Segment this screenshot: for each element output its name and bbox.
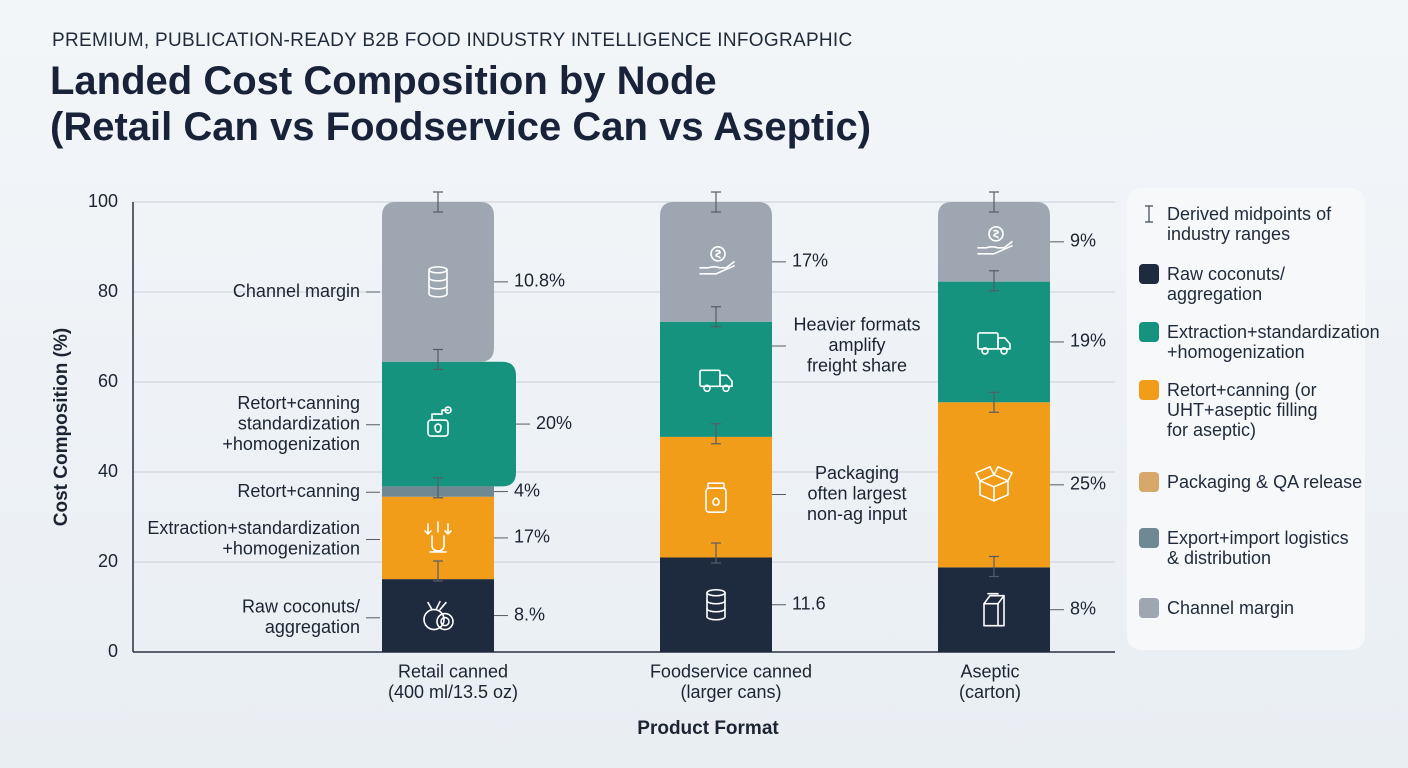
packaging-jar-icon: [705, 482, 727, 514]
legend-item: Packaging & QA release: [1139, 472, 1362, 492]
bar-segment: [660, 557, 772, 652]
bar-segment: [660, 202, 772, 322]
error-bar: [711, 191, 721, 213]
title-line-2: (Retail Can vs Foodservice Can vs Asepti…: [50, 105, 872, 149]
legend-swatch: [1139, 264, 1159, 284]
segment-name-label: Extraction+standardization +homogenizatio…: [147, 518, 360, 559]
y-tick-label: 60: [98, 371, 118, 391]
title-line-1: Landed Cost Composition by Node: [50, 59, 717, 103]
error-bar-icon: [1139, 204, 1159, 224]
bar-segment: [938, 402, 1050, 568]
y-axis-title: Cost Composition (%): [51, 328, 72, 526]
legend-label: Retort+canning (or UHT+aseptic filling f…: [1167, 380, 1318, 440]
bar-segment: [382, 361, 516, 487]
truck-icon: [977, 332, 1011, 355]
extraction-icon: [424, 521, 452, 553]
segment-value-label: 11.6: [792, 594, 826, 614]
legend-label: Raw coconuts/ aggregation: [1167, 264, 1286, 304]
error-bar: [989, 391, 999, 413]
error-bar: [711, 423, 721, 445]
legend-item: Raw coconuts/ aggregation: [1139, 264, 1285, 304]
segment-value-label: 9%: [1070, 231, 1096, 251]
carton-icon: [983, 592, 1005, 627]
annotation-note: Packaging often largest non-ag input: [807, 463, 907, 524]
legend-item: Retort+canning (or UHT+aseptic filling f…: [1139, 380, 1318, 440]
can-icon: [428, 266, 448, 298]
segment-name-label: Retort+canning: [237, 481, 360, 501]
canning-machine-icon: [427, 406, 452, 437]
y-tick-label: 40: [98, 461, 118, 481]
bar-segment: [938, 202, 1050, 282]
money-hand-icon: [699, 246, 735, 275]
segment-value-label: 17%: [514, 527, 550, 547]
error-bar: [711, 306, 721, 328]
segment-value-label: 25%: [1070, 474, 1106, 494]
legend-item: Channel margin: [1139, 598, 1294, 618]
legend-swatch: [1139, 322, 1159, 342]
legend-item: Export+import logistics & distribution: [1139, 528, 1349, 568]
legend-label: Extraction+standardization +homogenizati…: [1167, 322, 1380, 362]
error-bar: [433, 348, 443, 371]
legend-item: Derived midpoints of industry ranges: [1139, 204, 1331, 244]
bar-segment: [660, 436, 772, 558]
x-category-label: Aseptic (carton): [959, 662, 1021, 703]
x-category-label: Retail canned (400 ml/13.5 oz): [388, 662, 518, 703]
segment-value-label: 10.8%: [514, 271, 565, 291]
segment-value-label: 8%: [1070, 598, 1096, 618]
segment-value-label: 20%: [536, 413, 572, 433]
can-icon: [706, 588, 726, 621]
error-bar: [989, 270, 999, 292]
page-title: Landed Cost Composition by Node (Retail …: [50, 58, 871, 150]
segment-name-label: Channel margin: [233, 281, 360, 301]
legend-label: Channel margin: [1167, 598, 1295, 618]
x-category-label: Foodservice canned (larger cans): [650, 662, 812, 703]
money-hand-icon: [977, 226, 1013, 255]
y-tick-label: 100: [88, 191, 118, 211]
legend-swatch: [1139, 380, 1159, 400]
x-axis-title: Product Format: [637, 718, 779, 739]
bar-segment: [382, 202, 494, 362]
segment-value-label: 17%: [792, 251, 828, 271]
legend-item: Extraction+standardization +homogenizati…: [1139, 322, 1380, 362]
legend-swatch: [1139, 472, 1159, 492]
y-tick-label: 80: [98, 281, 118, 301]
error-bar: [989, 191, 999, 213]
legend-label: Export+import logistics & distribution: [1167, 528, 1349, 568]
segment-value-label: 8.%: [514, 604, 545, 624]
error-bar: [711, 542, 721, 564]
error-bar: [989, 555, 999, 578]
coconut-icon: [423, 600, 454, 631]
y-tick-label: 20: [98, 551, 118, 571]
error-bar: [433, 191, 443, 213]
y-tick-label: 0: [108, 641, 118, 661]
legend-swatch: [1139, 528, 1159, 548]
segment-name-label: Retort+canning standardization +homogeniza…: [222, 393, 360, 454]
bar-segment: [382, 579, 494, 652]
kicker-text: PREMIUM, PUBLICATION-READY B2B FOOD INDU…: [52, 30, 853, 51]
truck-icon: [699, 369, 733, 393]
bar-segment: [938, 567, 1050, 652]
chart-legend: Derived midpoints of industry ranges Raw …: [1127, 188, 1380, 650]
bar-segment: [382, 496, 494, 580]
error-bar: [433, 477, 443, 499]
annotation-note: Heavier formats amplify freight share: [793, 314, 920, 375]
bar-segment: [938, 281, 1050, 403]
bar-segment: [660, 321, 772, 437]
box-icon: [975, 466, 1013, 502]
error-bar: [433, 560, 443, 582]
segment-value-label: 4%: [514, 480, 540, 500]
legend-swatch: [1139, 598, 1159, 618]
legend-label: Derived midpoints of industry ranges: [1167, 204, 1332, 244]
segment-value-label: 19%: [1070, 331, 1106, 351]
segment-name-label: Raw coconuts/aggregation: [242, 596, 360, 637]
legend-label: Packaging & QA release: [1167, 472, 1363, 492]
